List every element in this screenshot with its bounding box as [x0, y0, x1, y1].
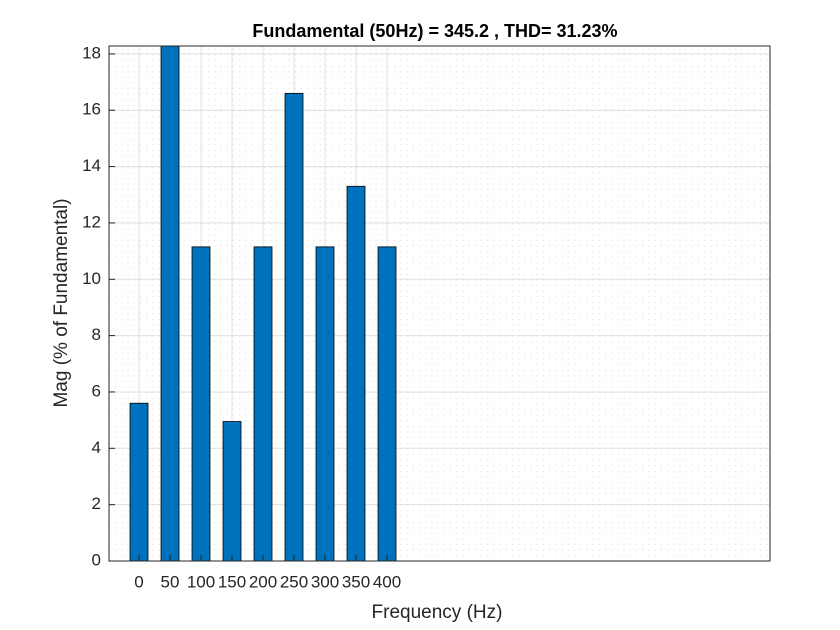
bar [377, 246, 397, 561]
y-tick-label: 14 [82, 156, 101, 175]
bar [284, 92, 304, 561]
x-tick-label: 100 [187, 572, 215, 591]
x-tick-label: 350 [342, 572, 370, 591]
y-tick-label: 10 [82, 269, 101, 288]
bar [253, 246, 273, 561]
y-tick-label: 16 [82, 100, 101, 119]
x-tick-label: 250 [280, 572, 308, 591]
bar [129, 402, 149, 561]
y-tick-label: 2 [92, 494, 101, 513]
x-tick-label: 200 [249, 572, 277, 591]
x-tick-label: 0 [134, 572, 143, 591]
bars [129, 46, 397, 561]
bar [222, 421, 242, 561]
bar [346, 185, 366, 561]
y-tick-label: 18 [82, 43, 101, 62]
x-tick-label: 150 [218, 572, 246, 591]
x-tick-label: 50 [161, 572, 180, 591]
y-axis-label: Mag (% of Fundamental) [51, 198, 72, 407]
x-tick-label: 300 [311, 572, 339, 591]
y-tick-label: 8 [92, 325, 101, 344]
bar [160, 46, 180, 561]
y-tick-label: 4 [92, 438, 101, 457]
axes-box [108, 45, 771, 562]
y-tick-label: 0 [92, 550, 101, 569]
x-tick-label: 400 [373, 572, 401, 591]
y-tick-label: 6 [92, 381, 101, 400]
minor-grid [109, 46, 770, 561]
ticks: 0 2 4 6 8 10 12 14 16 18 0 50 100 150 200 250 300 350 400 [82, 43, 401, 591]
x-axis-label: Frequency (Hz) [372, 602, 503, 623]
chart-title: Fundamental (50Hz) = 345.2 , THD= 31.23% [252, 21, 617, 41]
y-tick-label: 12 [82, 212, 101, 231]
bar [191, 246, 211, 561]
bar [315, 246, 335, 561]
